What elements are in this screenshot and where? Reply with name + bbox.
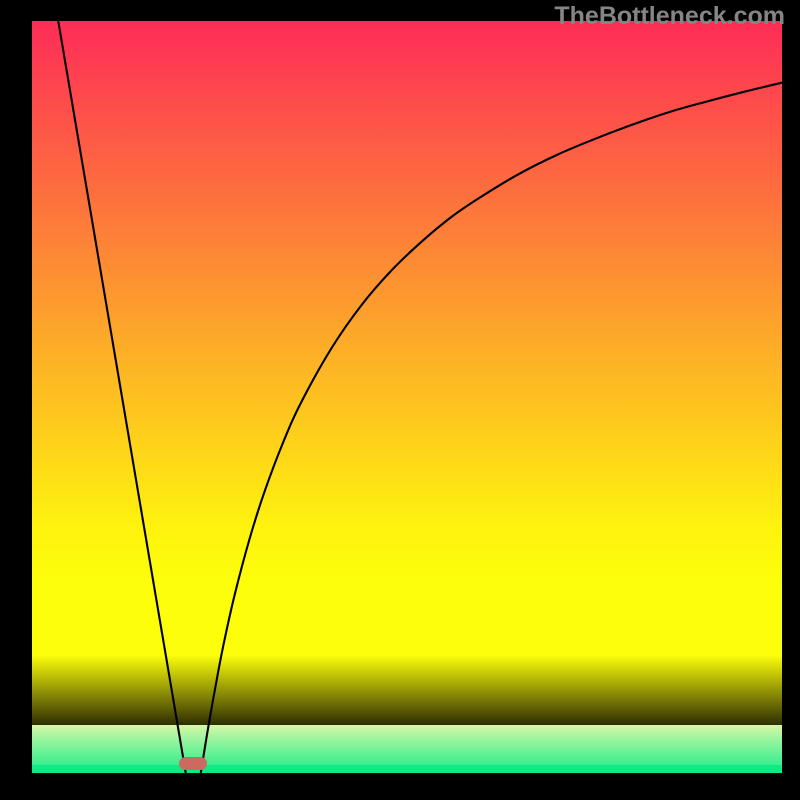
plot-area — [32, 21, 782, 773]
bottleneck-curve — [32, 21, 782, 773]
chart-frame: TheBottleneck.com — [0, 0, 800, 800]
curve-left-segment — [58, 21, 186, 773]
bottleneck-marker — [179, 757, 207, 770]
watermark-text: TheBottleneck.com — [554, 2, 785, 31]
curve-right-segment — [201, 83, 782, 773]
